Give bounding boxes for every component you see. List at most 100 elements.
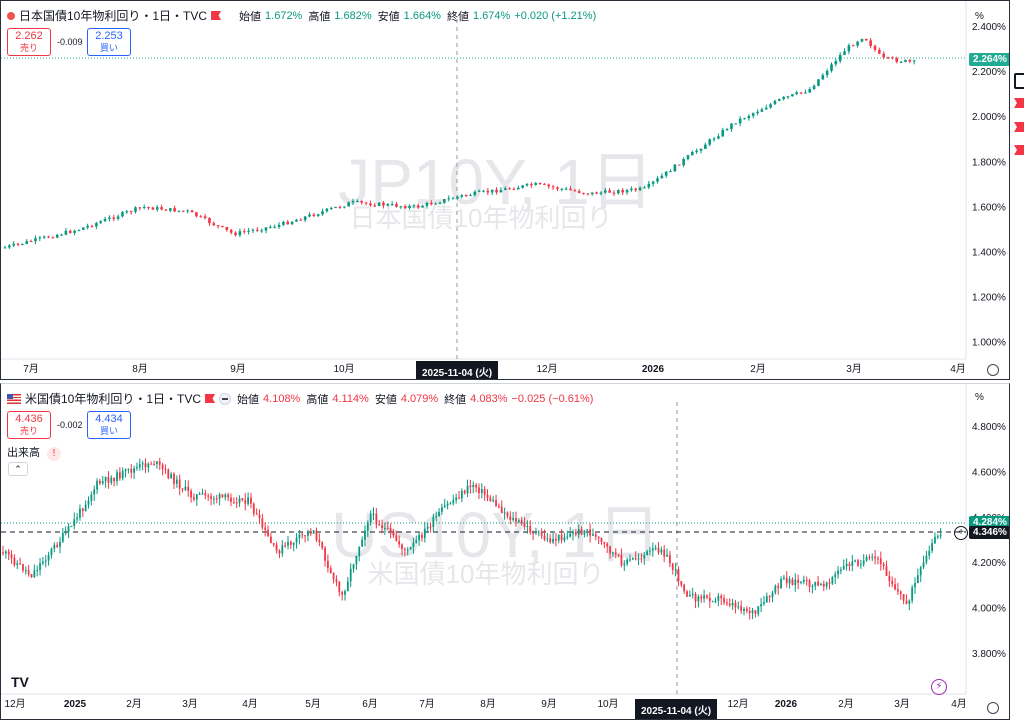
- candle-body: [147, 207, 150, 209]
- candle-body: [221, 225, 224, 227]
- candle-body: [617, 190, 620, 194]
- candle-body: [451, 198, 455, 200]
- jp10y-chart-pane[interactable]: 日本国債10年物利回り・1日・TVC 始値 1.672% 高値 1.682% 安値 1…: [0, 0, 1010, 380]
- candle-body: [785, 577, 788, 584]
- candle-body: [51, 237, 55, 239]
- sell-label: 売り: [19, 43, 38, 53]
- add-alert-icon[interactable]: +: [954, 526, 968, 540]
- us10y-candles[interactable]: 4.800%4.600%4.400%4.200%4.000%3.800%12月2…: [1, 384, 1010, 720]
- candle-body: [723, 598, 725, 603]
- us10y-title[interactable]: 米国債10年物利回り・1日・TVC: [25, 392, 202, 406]
- side-flag-icon[interactable]: [1014, 122, 1024, 132]
- candle-body: [778, 99, 781, 101]
- sell-button[interactable]: 4.436 売り: [7, 411, 51, 439]
- candle-body: [232, 501, 235, 503]
- candle-body: [731, 602, 734, 606]
- candle-body: [164, 468, 167, 470]
- candle-body: [261, 518, 264, 528]
- candle-body: [560, 534, 563, 541]
- candle-body: [99, 221, 102, 224]
- candle-body: [856, 41, 859, 46]
- candle-body: [443, 505, 446, 508]
- candle-body: [384, 527, 386, 529]
- settings-icon[interactable]: [987, 364, 999, 376]
- candle-body: [547, 184, 551, 187]
- candle-body: [76, 517, 78, 520]
- high-label: 高値: [306, 393, 329, 406]
- candle-body: [292, 542, 295, 545]
- tradingview-logo[interactable]: TV: [11, 674, 29, 690]
- candle-body: [534, 183, 537, 186]
- candle-body: [686, 155, 690, 159]
- candle-body: [859, 564, 862, 566]
- candle-body: [691, 152, 694, 156]
- candle-body: [590, 192, 594, 195]
- flag-icon[interactable]: [205, 394, 216, 403]
- jp10y-candles[interactable]: 2.400% 2.200% 2.000% 1.800% 1.600% 1.400% 1.20…: [1, 1, 1010, 380]
- candle-body: [318, 540, 321, 543]
- candle-body: [198, 493, 201, 495]
- percent-toggle[interactable]: %: [975, 11, 984, 22]
- percent-toggle[interactable]: %: [975, 392, 984, 403]
- candle-body: [8, 245, 11, 248]
- candle-body: [308, 214, 311, 217]
- settings-icon[interactable]: [987, 702, 999, 714]
- candle-body: [517, 187, 520, 190]
- candle-body: [195, 494, 198, 500]
- side-panel-icon[interactable]: [1014, 73, 1024, 89]
- candle-body: [882, 563, 885, 567]
- time-axis-label: 8月: [132, 363, 148, 375]
- lightning-icon[interactable]: ⚡: [931, 679, 947, 695]
- candle-body: [181, 488, 184, 490]
- candle-body: [540, 531, 543, 536]
- warning-icon[interactable]: !: [47, 447, 62, 461]
- time-axis-label: 8月: [480, 698, 496, 710]
- sell-button[interactable]: 2.262 売り: [7, 28, 51, 56]
- candle-body: [84, 504, 87, 512]
- candle-body: [193, 497, 195, 500]
- collapse-chevron-icon[interactable]: ⌃: [8, 462, 28, 476]
- price-axis-label: 2.200%: [972, 67, 1006, 78]
- candle-body: [73, 519, 76, 527]
- candle-body: [847, 45, 851, 52]
- candle-body: [343, 206, 346, 208]
- buy-button[interactable]: 4.434 買い: [87, 411, 131, 439]
- candle-body: [273, 226, 276, 228]
- candle-body: [99, 480, 101, 484]
- candle-body: [695, 150, 698, 153]
- candle-body: [712, 138, 716, 140]
- candle-body: [791, 94, 794, 97]
- open-value: 4.108%: [263, 392, 301, 405]
- candle-body: [93, 489, 96, 495]
- candle-body: [730, 123, 733, 130]
- candle-body: [68, 230, 72, 233]
- hide-series-icon[interactable]: [219, 392, 232, 405]
- flag-icon[interactable]: [211, 11, 222, 20]
- candle-body: [73, 230, 76, 233]
- us10y-chart-pane[interactable]: 米国債10年物利回り・1日・TVC 始値 4.108% 高値 4.114% 安値 4.…: [0, 383, 1010, 720]
- candle-body: [808, 89, 812, 93]
- candle-body: [216, 225, 220, 227]
- candle-body: [608, 190, 611, 193]
- candle-body: [241, 498, 244, 501]
- side-flag-icon[interactable]: [1014, 98, 1024, 108]
- candle-body: [446, 503, 449, 506]
- candle-body: [914, 583, 916, 588]
- buy-button[interactable]: 2.253 買い: [87, 28, 131, 56]
- candle-body: [213, 498, 215, 500]
- candle-body: [412, 542, 415, 548]
- candle-body: [182, 210, 185, 212]
- candle-body: [523, 523, 526, 527]
- candle-body: [238, 231, 242, 236]
- candle-body: [13, 557, 16, 566]
- candle-body: [418, 534, 420, 541]
- side-flag-icon[interactable]: [1014, 145, 1024, 155]
- price-axis-label: 1.400%: [972, 248, 1006, 259]
- time-axis-label: 2月: [126, 698, 142, 710]
- volume-indicator[interactable]: 出来高 !: [7, 444, 62, 461]
- candle-body: [475, 484, 477, 488]
- candle-body: [808, 580, 811, 587]
- candle-body: [499, 190, 503, 193]
- candle-body: [580, 528, 583, 535]
- jp10y-title[interactable]: 日本国債10年物利回り・1日・TVC: [19, 9, 208, 23]
